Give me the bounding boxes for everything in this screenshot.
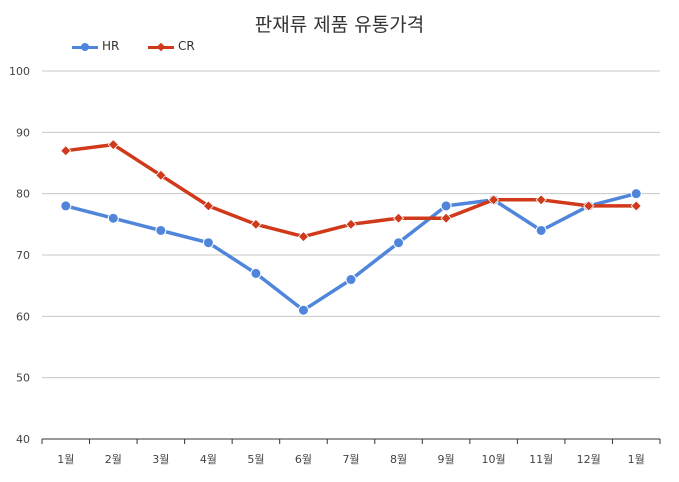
legend-label-cr: CR	[178, 39, 195, 53]
legend-label-hr: HR	[102, 39, 120, 53]
x-tick-label: 11월	[529, 453, 553, 466]
x-tick-label: 1월	[57, 453, 74, 466]
data-point-cr	[583, 200, 595, 212]
data-point-cr	[60, 145, 72, 157]
legend-circle-marker-icon	[81, 43, 89, 51]
y-tick-label: 40	[16, 433, 30, 446]
x-tick-label: 12월	[577, 453, 601, 466]
y-tick-label: 70	[16, 249, 30, 262]
y-tick-label: 90	[16, 126, 30, 139]
data-point-hr	[250, 267, 262, 279]
data-point-hr	[440, 200, 452, 212]
y-tick-label: 80	[16, 188, 30, 201]
data-point-hr	[630, 188, 642, 200]
x-tick-label: 2월	[105, 453, 122, 466]
chart-title: 판재류 제품 유통가격	[254, 14, 425, 36]
data-point-hr	[202, 237, 214, 249]
x-tick-label: 10월	[482, 453, 506, 466]
data-point-cr	[345, 218, 357, 230]
data-point-hr	[60, 200, 72, 212]
data-point-cr	[155, 169, 167, 181]
data-point-cr	[392, 212, 405, 224]
y-tick-label: 60	[16, 310, 30, 323]
data-point-cr	[630, 200, 642, 212]
data-point-hr	[393, 237, 405, 249]
x-tick-label: 1월	[628, 453, 645, 466]
data-point-cr	[488, 194, 500, 206]
data-point-cr	[250, 218, 262, 230]
x-tick-label: 3월	[152, 453, 169, 466]
y-tick-label: 50	[16, 372, 30, 385]
x-tick-label: 8월	[390, 453, 407, 466]
x-tick-label: 9월	[438, 453, 455, 466]
x-tick-label: 4월	[200, 453, 217, 466]
data-point-hr	[345, 274, 357, 286]
data-point-hr	[297, 304, 309, 316]
y-tick-label: 100	[9, 65, 30, 78]
data-point-cr	[297, 231, 310, 243]
x-tick-label: 7월	[342, 453, 359, 466]
data-point-hr	[155, 224, 167, 236]
x-tick-label: 6월	[295, 453, 312, 466]
data-point-cr	[107, 139, 119, 151]
series-line-hr	[64, 191, 638, 312]
data-point-cr	[202, 200, 214, 212]
x-tick-label: 5월	[247, 453, 264, 466]
data-point-cr	[535, 194, 547, 206]
data-point-cr	[440, 212, 452, 224]
data-point-hr	[535, 224, 547, 236]
data-point-hr	[107, 212, 119, 224]
